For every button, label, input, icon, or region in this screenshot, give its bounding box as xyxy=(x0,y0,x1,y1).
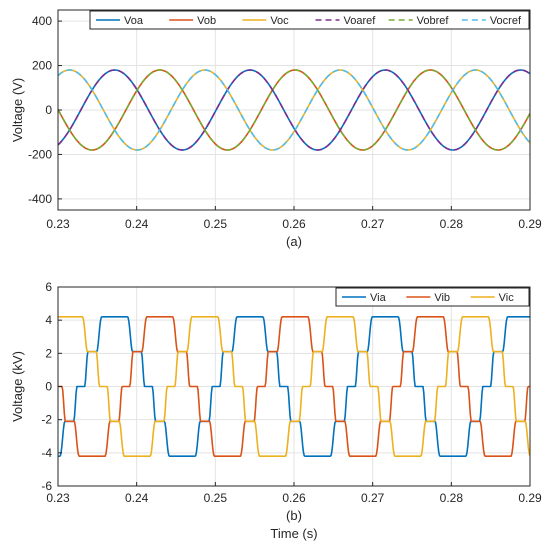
chart-b-series xyxy=(58,316,530,457)
legend-label-vic: Vic xyxy=(499,292,515,304)
y-tick-label: -200 xyxy=(28,147,52,161)
legend-label-voaref: Voaref xyxy=(344,15,377,27)
y-tick-label: -4 xyxy=(41,446,52,460)
legend-label-vobref: Vobref xyxy=(417,15,450,27)
x-tick-label: 0.27 xyxy=(361,217,385,231)
chart-b-caption: (b) xyxy=(286,508,302,523)
chart-a-legend: Voa Vob Voc Voaref Vobref Vocref xyxy=(89,10,530,30)
y-tick-label: -400 xyxy=(28,192,52,206)
y-tick-label: 2 xyxy=(45,346,52,360)
x-tick-label: 0.23 xyxy=(46,491,70,505)
series-line-vobref xyxy=(58,69,530,151)
legend-box xyxy=(89,10,530,30)
chart-b-ticks: 0.23 0.24 0.25 0.26 0.27 0.28 0.29 -6 -4 -2 0 2 4 6 xyxy=(41,280,542,505)
y-tick-label: 0 xyxy=(45,103,52,117)
chart-b: 0.23 0.24 0.25 0.26 0.27 0.28 0.29 -6 -4 -2 0 2 4 6 V… xyxy=(10,280,542,541)
y-tick-label: 0 xyxy=(45,380,52,394)
y-tick-label: 6 xyxy=(45,280,52,294)
x-tick-label: 0.25 xyxy=(204,491,228,505)
y-tick-label: 200 xyxy=(32,59,52,73)
chart-b-legend: Via Vib Vic xyxy=(335,287,530,307)
legend-label-vocref: Vocref xyxy=(490,15,522,27)
y-tick-label: -2 xyxy=(41,413,52,427)
x-tick-label: 0.28 xyxy=(440,217,464,231)
x-tick-label: 0.28 xyxy=(440,491,464,505)
y-tick-label: 400 xyxy=(32,14,52,28)
chart-a-caption: (a) xyxy=(286,234,302,249)
legend-label-voc: Voc xyxy=(270,15,289,27)
x-tick-label: 0.27 xyxy=(361,491,385,505)
x-tick-label: 0.29 xyxy=(518,217,542,231)
x-tick-label: 0.23 xyxy=(46,217,70,231)
chart-a: 0.23 0.24 0.25 0.26 0.27 0.28 0.29 -400 -200 0 200… xyxy=(10,9,542,249)
chart-a-ticks: 0.23 0.24 0.25 0.26 0.27 0.28 0.29 -400 -200 0 200… xyxy=(28,14,542,231)
legend-box xyxy=(335,287,530,307)
chart-a-y-axis-label: Voltage (V) xyxy=(10,78,25,142)
legend-label-vib: Vib xyxy=(434,292,450,304)
x-tick-label: 0.24 xyxy=(125,491,149,505)
legend-label-voa: Voa xyxy=(124,15,144,27)
chart-b-x-axis-label: Time (s) xyxy=(270,526,317,541)
x-tick-label: 0.24 xyxy=(125,217,149,231)
series-line-vic xyxy=(58,316,530,457)
chart-a-series xyxy=(58,69,530,151)
x-tick-label: 0.26 xyxy=(282,491,306,505)
series-line-vocref xyxy=(58,69,530,151)
legend-label-via: Via xyxy=(370,292,387,304)
chart-a-grid xyxy=(57,10,531,210)
chart-b-y-axis-label: Voltage (kV) xyxy=(10,351,25,422)
series-line-voa xyxy=(58,69,530,151)
x-tick-label: 0.29 xyxy=(518,491,542,505)
y-tick-label: 4 xyxy=(45,313,52,327)
x-tick-label: 0.25 xyxy=(204,217,228,231)
x-tick-label: 0.26 xyxy=(282,217,306,231)
y-tick-label: -6 xyxy=(41,479,52,493)
legend-label-vob: Vob xyxy=(197,15,216,27)
